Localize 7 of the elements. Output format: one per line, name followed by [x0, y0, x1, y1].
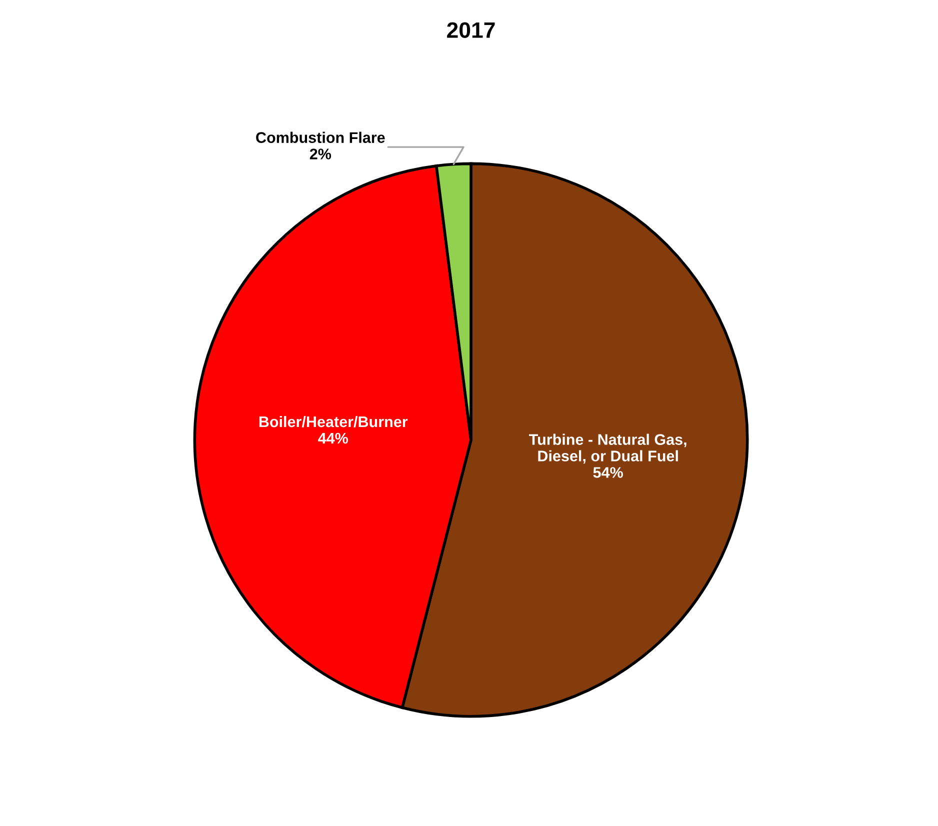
data-label: 54%: [593, 467, 623, 478]
slice-label: Boiler/Heater/Burner: [259, 416, 408, 428]
data-label: 2%: [310, 148, 332, 160]
chart-title: 2017: [447, 22, 495, 38]
data-label: 44%: [318, 432, 348, 444]
slice-label: Combustion Flare: [256, 132, 385, 143]
slice-label: Turbine - Natural Gas, Diesel, or Dual Fuel: [529, 434, 686, 464]
